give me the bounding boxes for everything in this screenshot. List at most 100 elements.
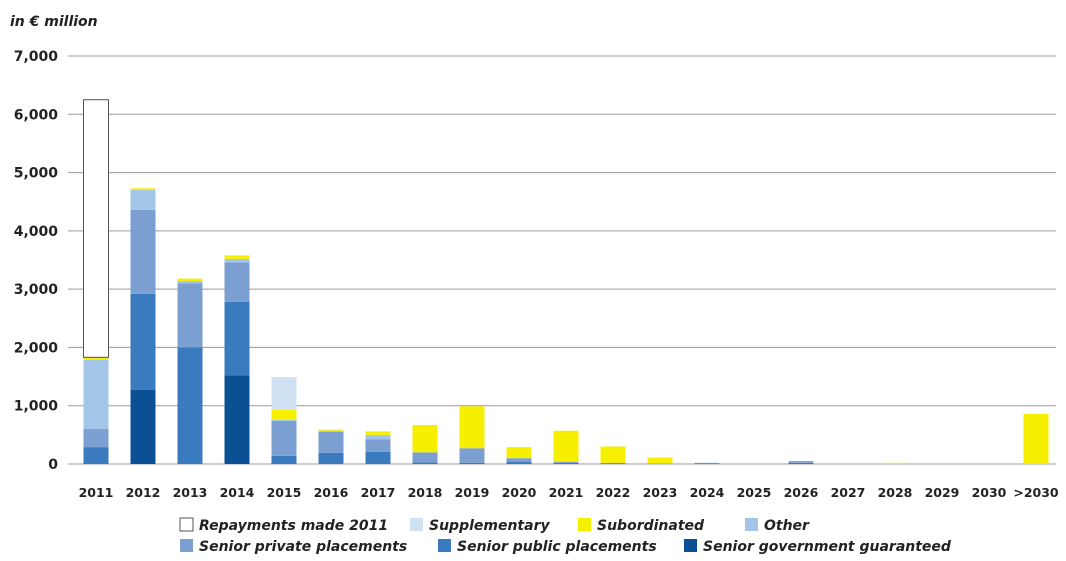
x-tick-label: >2030 [1013,485,1059,500]
x-tick-label: 2024 [690,485,725,500]
bar-segment [224,262,250,302]
bar-segment [130,293,156,390]
y-tick-label: 6,000 [14,107,59,123]
bar-segment [83,429,109,448]
x-tick-label: 2012 [126,485,161,500]
y-tick-label: 2,000 [14,340,59,356]
y-tick-label: 0 [48,457,58,473]
legend-swatch [578,518,591,531]
legend: Repayments made 2011 Supplementary Subordi… [179,517,952,555]
bar-segment [177,278,203,281]
x-tick-label: 2019 [455,485,490,500]
bar-segment [600,446,626,463]
x-tick-label: 2013 [173,485,208,500]
bar-segment [224,301,250,376]
bar-segment [365,451,391,464]
x-tick-label: 2015 [267,485,302,500]
bar-segment [412,452,438,463]
bar-segment [130,190,156,210]
legend-label: Senior private placements [199,539,407,555]
bar-segment [83,99,109,358]
legend-label: Repayments made 2011 [199,518,388,534]
bar-segment [271,420,297,456]
bar-segment [177,280,203,284]
bar-segment [553,430,579,462]
bar-segment [271,409,297,420]
bar-segment [694,462,720,464]
x-tick-label: 2027 [831,485,866,500]
bar-segment [224,375,250,464]
legend-label: Senior public placements [457,539,657,555]
y-tick-label: 1,000 [14,399,59,415]
x-tick-label: 2017 [361,485,396,500]
x-tick-label: 2016 [314,485,349,500]
legend-swatch [180,539,193,552]
bar-segment [647,463,673,464]
x-tick-label: 2021 [549,485,584,500]
legend-swatch [438,539,451,552]
bar-segment [83,359,109,430]
bar-segment [412,462,438,464]
bar-segment [318,431,344,453]
x-tick-label: 2018 [408,485,443,500]
bar-segment [600,463,626,464]
x-tick-label: 2026 [784,485,819,500]
bar-segment [271,419,297,421]
bar-segment [83,447,109,464]
bar-segment [271,455,297,464]
bar-segment [365,434,391,440]
legend-swatch [179,517,194,532]
x-tick-label: 2020 [502,485,537,500]
x-tick-label: 2028 [878,485,913,500]
bar-segment [177,347,203,464]
bar-segment [459,448,485,463]
x-tick-label: 2029 [925,485,960,500]
legend-swatch [684,539,697,552]
bar-segment [788,462,814,464]
bar-segment [318,429,344,431]
bar-segment [788,461,814,463]
bar-segment [459,462,485,464]
bar-segment [600,462,626,464]
bar-segment [647,457,673,464]
bar-segment [130,209,156,294]
bar-segment [553,462,579,464]
legend-label: Other [764,518,810,534]
y-tick-label: 7,000 [14,49,59,65]
bars [83,99,1049,464]
legend-swatch [745,518,758,531]
bar-segment [694,463,720,464]
bar-segment [506,458,532,462]
legend-label: Senior government guaranteed [703,539,952,555]
x-tick-label: 2022 [596,485,631,500]
bar-segment [459,406,485,449]
y-tick-label: 4,000 [14,224,59,240]
bar-segment [224,258,250,263]
legend-label: Subordinated [597,518,705,534]
bar-segment [130,389,156,464]
bar-segment [224,255,250,259]
bar-segment [506,461,532,464]
bar-segment [83,357,109,360]
bar-segment [553,461,579,463]
bar-segment [882,462,908,464]
bar-segment [412,424,438,453]
bar-segment [177,283,203,348]
legend-label: Supplementary [429,518,550,534]
legend-swatch [410,518,423,531]
bar-segment [318,452,344,464]
bar-segment [506,447,532,459]
bar-segment [271,377,297,410]
bar-segment [1023,413,1049,464]
y-axis-ticks: 0 1,000 2,000 3,000 4,000 5,000 6,000 7,000 [14,49,59,473]
y-tick-label: 5,000 [14,166,59,182]
x-tick-label: 2030 [972,485,1007,500]
x-tick-label: 2025 [737,485,772,500]
bar-segment [365,439,391,452]
y-tick-label: 3,000 [14,282,59,298]
gridlines [68,55,1056,465]
unit-label: in € million [10,14,98,30]
bar-segment [365,431,391,435]
